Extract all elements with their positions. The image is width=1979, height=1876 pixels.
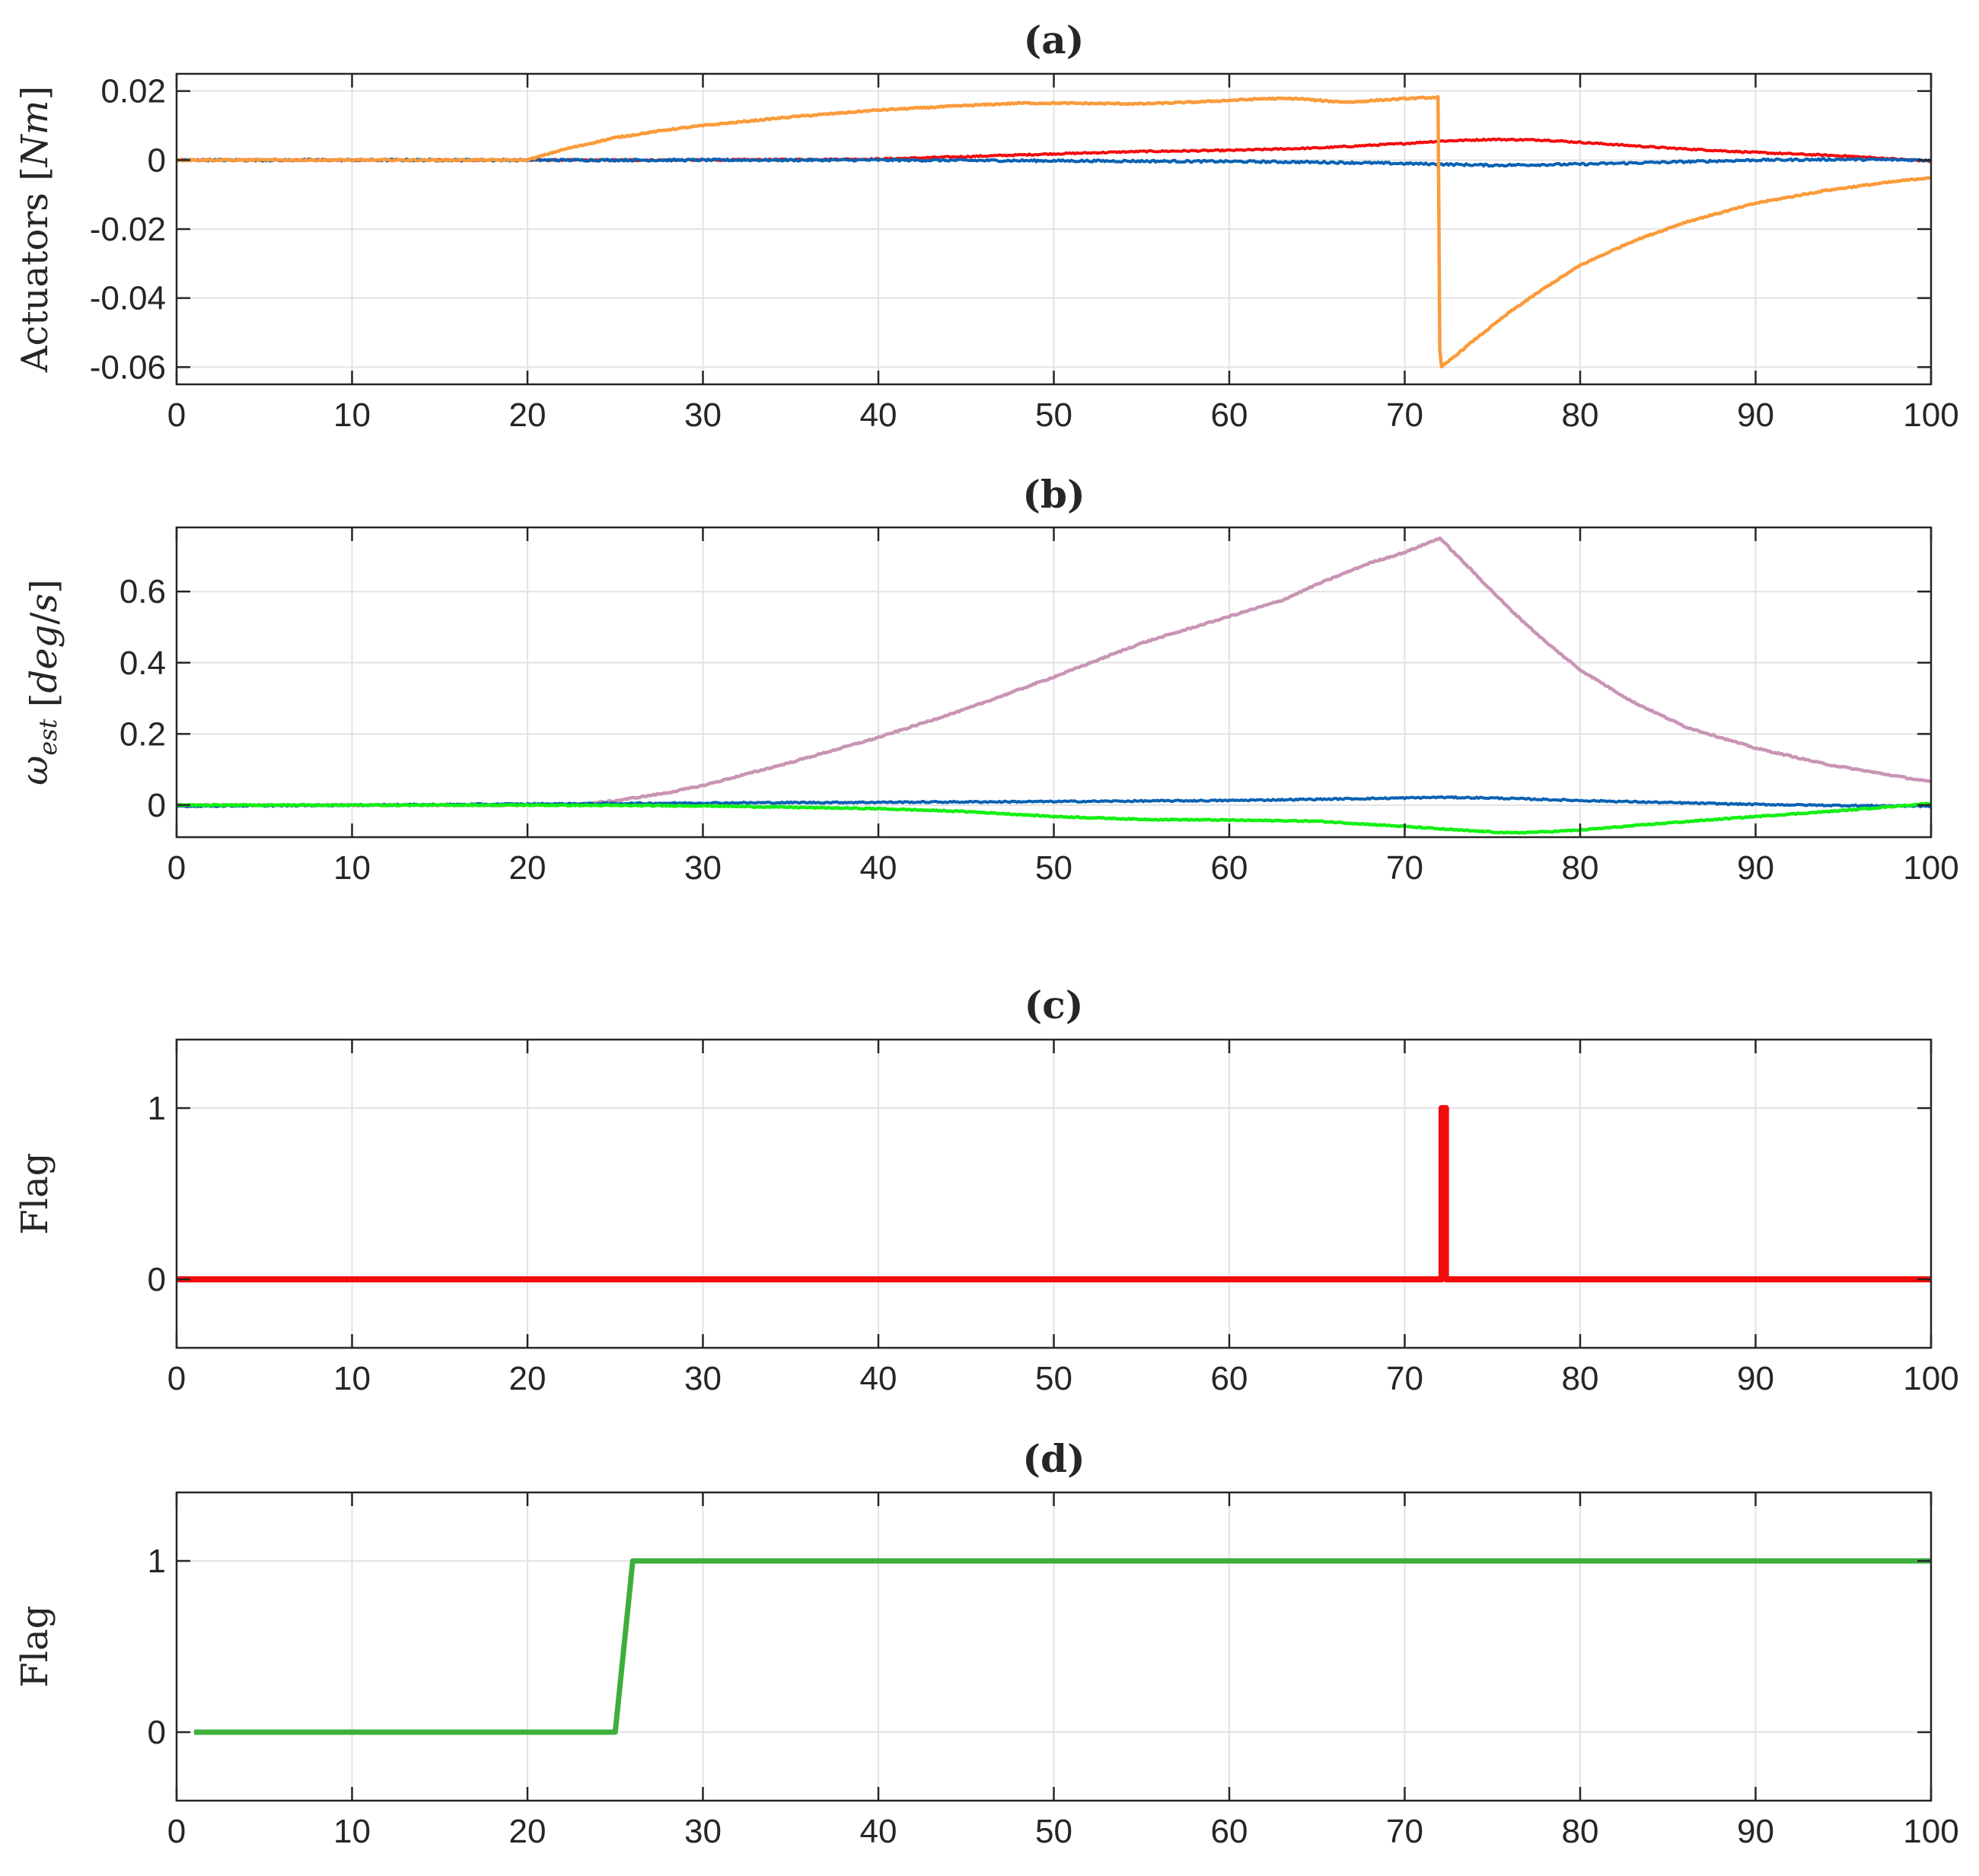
chart-title: (a)	[1024, 18, 1085, 62]
x-tick-label: 30	[684, 849, 722, 887]
panel-c: 0 10 20 30 40 50 60 70 80 90 100 0 1 (c) Flag	[14, 983, 1959, 1397]
x-tick-label: 100	[1903, 849, 1958, 887]
x-tick-label: 40	[860, 849, 897, 887]
x-tick-label: 20	[509, 1813, 547, 1850]
x-tick-label: 30	[684, 397, 722, 434]
x-tick-label: 50	[1035, 849, 1072, 887]
x-tick-label: 50	[1035, 397, 1072, 434]
x-tick-label: 60	[1211, 1813, 1248, 1850]
x-tick-label: 70	[1386, 1813, 1423, 1850]
y-tick-label: 0	[148, 1714, 166, 1751]
x-tick-label: 100	[1903, 1360, 1958, 1397]
x-tick-label: 90	[1737, 1813, 1774, 1850]
x-tick-label: 40	[860, 397, 897, 434]
series-line-green	[177, 801, 1931, 835]
y-axis-label: Flag	[14, 1153, 56, 1235]
series-group	[177, 1105, 1931, 1282]
y-tick-label: 0.4	[120, 645, 166, 682]
x-tick-label: 80	[1562, 1360, 1599, 1397]
y-tick-label: -0.04	[90, 280, 166, 317]
chart-title: (d)	[1022, 1436, 1085, 1481]
x-tick-label: 40	[860, 1813, 897, 1850]
x-tick-label: 30	[684, 1360, 722, 1397]
series-group	[177, 536, 1931, 835]
x-tick-label: 20	[509, 397, 547, 434]
x-tick-label: 40	[860, 1360, 897, 1397]
y-tick-label: 0	[148, 787, 166, 824]
x-tick-label: 10	[333, 849, 371, 887]
x-tick-label: 80	[1562, 1813, 1599, 1850]
x-tick-label: 100	[1903, 397, 1958, 434]
y-axis-label: Flag	[14, 1606, 56, 1688]
x-tick-label: 90	[1737, 1360, 1774, 1397]
x-tick-label: 0	[167, 1813, 186, 1850]
x-tick-label: 0	[167, 849, 186, 887]
y-axis-label: Actuators [Nm]	[14, 86, 56, 373]
x-tick-label: 100	[1903, 1813, 1958, 1850]
x-tick-label: 20	[509, 849, 547, 887]
x-tick-label: 70	[1386, 1360, 1423, 1397]
x-tick-label: 10	[333, 1360, 371, 1397]
y-tick-label: 1	[148, 1543, 166, 1580]
x-tick-label: 0	[167, 397, 186, 434]
panel-d: 0 10 20 30 40 50 60 70 80 90 100 0 1 (d) Flag	[14, 1436, 1959, 1850]
panel-a: 0 10 20 30 40 50 60 70 80 90 100 -0.06 -0.04 -0.02 0 0.…	[14, 18, 1959, 434]
x-tick-label: 30	[684, 1813, 722, 1850]
y-tick-label: 0	[148, 142, 166, 179]
x-tick-label: 10	[333, 1813, 371, 1850]
series-group	[177, 94, 1931, 369]
panel-b: 0 10 20 30 40 50 60 70 80 90 100 0 0.2 0.4 0.6 (b) ωest …	[14, 472, 1959, 887]
x-tick-label: 70	[1386, 849, 1423, 887]
series-line-green	[194, 1558, 1931, 1735]
series-group	[194, 1558, 1931, 1735]
x-tick-label: 80	[1562, 397, 1599, 434]
y-tick-label: -0.06	[90, 349, 166, 386]
series-line-orange	[177, 94, 1931, 369]
x-tick-label: 70	[1386, 397, 1423, 434]
x-tick-label: 60	[1211, 849, 1248, 887]
x-tick-label: 60	[1211, 1360, 1248, 1397]
chart-title: (c)	[1025, 983, 1084, 1027]
x-tick-label: 50	[1035, 1360, 1072, 1397]
y-tick-label: 1	[148, 1090, 166, 1127]
x-tick-label: 0	[167, 1360, 186, 1397]
x-tick-label: 90	[1737, 849, 1774, 887]
y-axis-label: ωest [deg/s]	[14, 579, 65, 785]
chart-title: (b)	[1022, 472, 1085, 517]
x-tick-label: 60	[1211, 397, 1248, 434]
y-tick-label: 0.2	[120, 715, 166, 753]
x-tick-label: 50	[1035, 1813, 1072, 1850]
y-tick-label: -0.02	[90, 211, 166, 248]
x-tick-label: 20	[509, 1360, 547, 1397]
x-tick-label: 10	[333, 397, 371, 434]
y-tick-label: 0.02	[100, 73, 166, 110]
y-tick-label: 0.6	[120, 573, 166, 610]
series-line-red	[177, 1105, 1931, 1282]
y-tick-label: 0	[148, 1261, 166, 1298]
x-tick-label: 80	[1562, 849, 1599, 887]
x-tick-label: 90	[1737, 397, 1774, 434]
